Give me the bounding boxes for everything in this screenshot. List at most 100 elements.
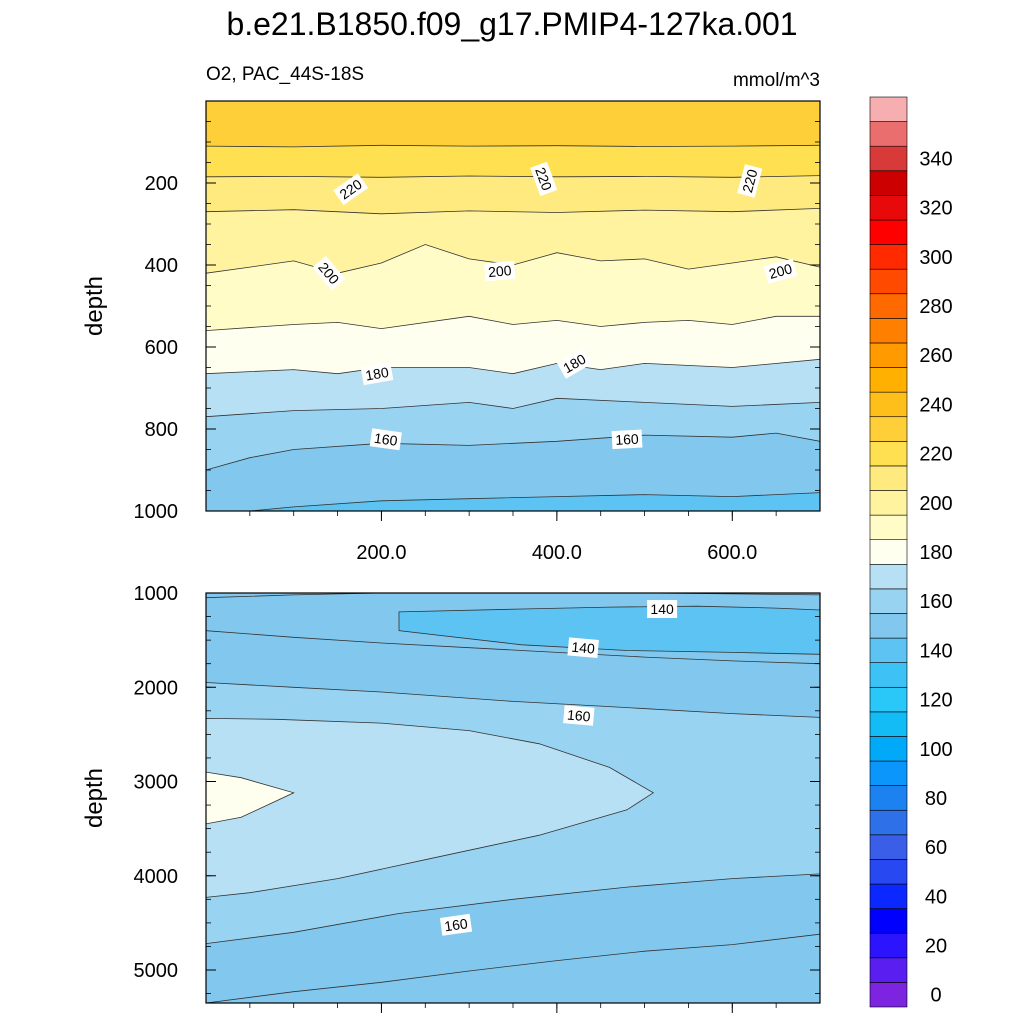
colorbar-swatch (869, 416, 908, 442)
y-tick-label: 3000 (134, 772, 179, 794)
colorbar-label: 100 (919, 739, 952, 761)
colorbar-swatch (869, 342, 908, 368)
contour-label-bg (333, 173, 369, 206)
colorbar-label: 120 (919, 690, 952, 712)
colorbar-swatch (869, 391, 908, 418)
y-tick-label: 5000 (134, 960, 179, 982)
colorbar-label: 140 (919, 640, 952, 662)
colorbar-label: 260 (919, 345, 952, 367)
colorbar-swatch (869, 809, 908, 836)
colorbar-swatch (869, 613, 908, 639)
contour-label-bg (312, 255, 346, 291)
contour-band-210 (206, 175, 820, 214)
contour-label-text: 160 (615, 431, 639, 448)
contour-label-text: 160 (566, 707, 591, 725)
contour-label-text: 140 (571, 639, 596, 657)
colorbar-label: 40 (925, 886, 947, 908)
contour-line (206, 933, 820, 1003)
contour-label-text: 160 (443, 915, 469, 934)
colorbar-label: 240 (919, 394, 952, 416)
x-tick-label: 200.0 (356, 542, 406, 564)
contour-label-text: 160 (373, 430, 399, 449)
chart-title: b.e21.B1850.f09_g17.PMIP4-127ka.001 (226, 6, 797, 42)
contour-label-text: 220 (532, 165, 555, 193)
colorbar-label: 80 (925, 788, 947, 810)
colorbar-label: 160 (919, 591, 952, 613)
plot-area-lower: 140 140 160 160 (206, 593, 820, 1003)
colorbar-swatch (869, 662, 908, 688)
contour-label-bg (530, 161, 558, 197)
y-tick-label: 1000 (134, 583, 179, 605)
colorbar-swatch (869, 785, 908, 811)
x-tick-label: 600.0 (707, 542, 757, 564)
colorbar-swatch (869, 367, 908, 393)
colorbar: 0 20 40 60 80 100 120 140 160 180 200 220 240 260 280 3… (869, 96, 953, 1008)
colorbar-swatch (869, 268, 908, 295)
colorbar-swatch (869, 318, 908, 344)
contour-label-bg (563, 705, 595, 726)
colorbar-swatch (869, 957, 908, 983)
contour-band-160 (206, 398, 820, 470)
contour-label-text: 200 (487, 262, 512, 280)
colorbar-swatch (869, 170, 908, 196)
contour-band-220 (206, 145, 820, 178)
colorbar-swatch (869, 834, 908, 860)
contour-region-180 (206, 771, 295, 825)
colorbar-label: 200 (919, 493, 952, 515)
contour-band-200 (206, 208, 820, 274)
colorbar-swatch (869, 982, 908, 1008)
contour-line (206, 630, 820, 665)
colorbar-swatch (869, 859, 908, 885)
colorbar-label: 20 (925, 936, 947, 958)
y-tick-label: 4000 (134, 866, 179, 888)
contour-line (206, 144, 820, 148)
colorbar-swatch (869, 465, 908, 491)
colorbar-swatch (869, 293, 908, 319)
contour-line (206, 397, 820, 418)
colorbar-label: 340 (919, 148, 952, 170)
colorbar-swatch (869, 219, 908, 245)
contour-line (206, 208, 820, 215)
colorbar-label: 60 (925, 837, 947, 859)
contour-label-text: 200 (767, 260, 794, 282)
contour-line (206, 315, 820, 331)
contour-line (245, 492, 820, 511)
colorbar-label: 320 (919, 198, 952, 220)
y-tick-label: 1000 (134, 501, 179, 523)
contour-label-bg (439, 913, 473, 936)
contour-band-170 (206, 359, 820, 417)
contour-label: 180 (360, 362, 394, 386)
contour-label: 200 (484, 260, 516, 282)
colorbar-label: 280 (919, 296, 952, 318)
contour-label-bg (556, 348, 592, 379)
units-label: mmol/m^3 (733, 70, 820, 91)
colorbar-label: 220 (919, 444, 952, 466)
colorbar-swatch (869, 514, 908, 541)
colorbar-swatch (869, 121, 908, 147)
y-tick-label: 2000 (134, 677, 179, 699)
contour-label-bg (737, 164, 763, 198)
colorbar-swatch (869, 686, 908, 713)
contour-region-170 (206, 717, 655, 898)
contour-line (206, 358, 820, 375)
contour-label: 220 (530, 161, 558, 197)
contour-label: 140 (567, 637, 599, 658)
contour-line (206, 175, 820, 178)
y-axis-label: depth (81, 276, 108, 336)
colorbar-swatch (869, 563, 908, 590)
colorbar-swatch (869, 883, 908, 909)
y-tick-label: 600 (145, 337, 178, 359)
contour-label-bg (611, 429, 643, 450)
colorbar-label: 180 (919, 542, 952, 564)
contour-band-230 (206, 101, 820, 147)
colorbar-swatch (869, 145, 908, 172)
contour-label: 160 (439, 913, 473, 936)
colorbar-swatch (869, 736, 908, 762)
contour-label: 220 (737, 164, 763, 198)
contour-label: 160 (611, 429, 643, 450)
colorbar-swatch (869, 760, 908, 786)
contour-band-180 (206, 316, 820, 374)
